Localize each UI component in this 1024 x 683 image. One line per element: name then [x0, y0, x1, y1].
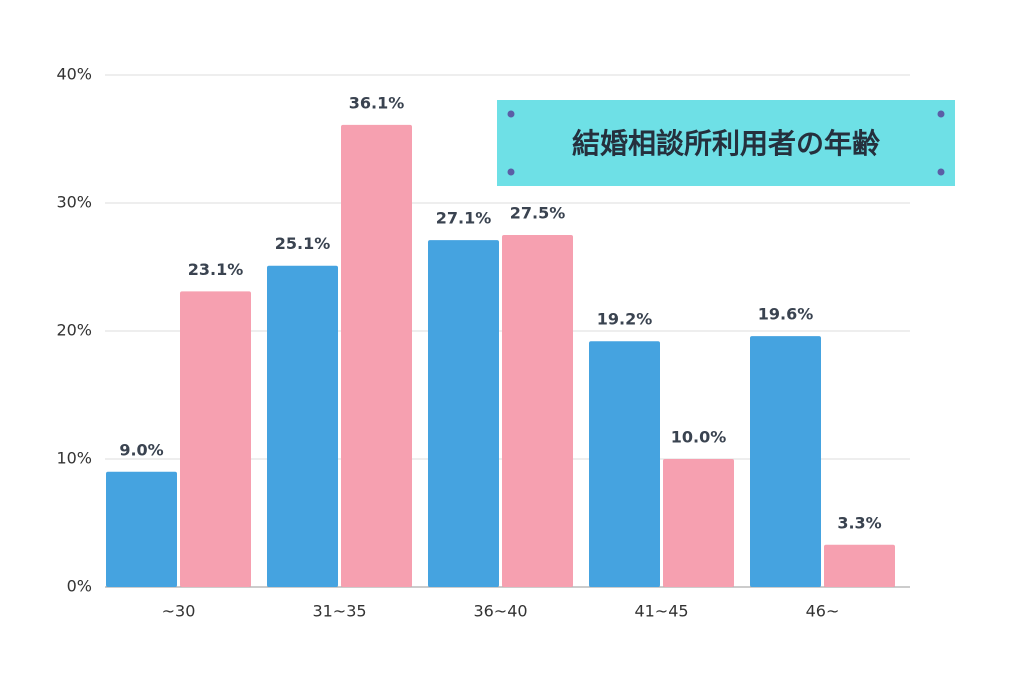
- bar: [267, 265, 338, 587]
- title-dot: [937, 168, 945, 176]
- x-tick-label: 46~: [806, 602, 840, 621]
- value-label: 3.3%: [837, 513, 881, 532]
- y-tick-label: 30%: [56, 193, 92, 212]
- value-label: 9.0%: [119, 440, 163, 459]
- title-dot: [507, 110, 515, 118]
- title-dot: [507, 168, 515, 176]
- bar: [341, 124, 412, 588]
- x-tick-label: 36~40: [473, 602, 527, 621]
- x-tick-label: 41~45: [634, 602, 688, 621]
- value-label: 27.5%: [510, 204, 566, 223]
- value-label: 19.6%: [758, 305, 814, 324]
- value-label: 19.2%: [597, 310, 653, 329]
- bar: [589, 341, 660, 587]
- y-tick-label: 20%: [56, 321, 92, 340]
- value-label: 23.1%: [188, 260, 244, 279]
- value-label: 25.1%: [275, 234, 331, 253]
- bar: [502, 235, 573, 587]
- x-tick-label: 31~35: [312, 602, 366, 621]
- bar: [428, 240, 499, 587]
- title-dot: [937, 110, 945, 118]
- bar: [663, 459, 734, 587]
- bar: [106, 471, 177, 587]
- y-tick-label: 10%: [56, 449, 92, 468]
- chart-title: 結婚相談所利用者の年齢: [572, 127, 880, 160]
- value-label: 10.0%: [671, 428, 727, 447]
- bar: [180, 291, 251, 587]
- y-tick-label: 0%: [67, 577, 92, 596]
- bar: [824, 544, 895, 587]
- value-label: 27.1%: [436, 209, 492, 228]
- bar: [750, 336, 821, 587]
- y-tick-label: 40%: [56, 65, 92, 84]
- value-label: 36.1%: [349, 93, 405, 112]
- title-box: [497, 100, 955, 186]
- x-tick-label: ~30: [162, 602, 196, 621]
